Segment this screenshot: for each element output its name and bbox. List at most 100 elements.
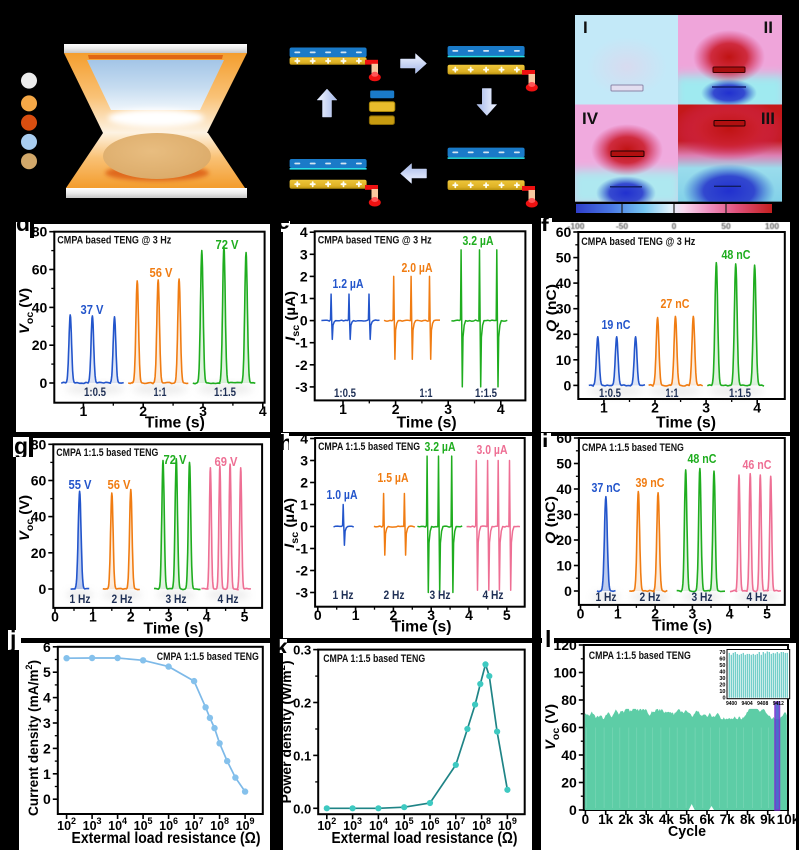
svg-text:1: 1 (339, 401, 347, 417)
svg-text:20: 20 (719, 683, 725, 689)
svg-text:1: 1 (80, 403, 88, 419)
svg-text:0: 0 (577, 605, 585, 621)
svg-text:2: 2 (127, 608, 135, 624)
svg-text:4 Hz: 4 Hz (747, 590, 768, 604)
svg-text:20: 20 (556, 532, 572, 548)
svg-text:50: 50 (721, 222, 731, 231)
svg-text:1 Hz: 1 Hz (70, 592, 91, 606)
svg-text:80: 80 (31, 438, 47, 452)
svg-text:37 nC: 37 nC (592, 480, 621, 495)
svg-text:-3: -3 (295, 379, 308, 395)
svg-text:6k: 6k (699, 812, 715, 827)
svg-text:3: 3 (444, 401, 452, 417)
svg-text:CMPA based TENG @ 3 Hz: CMPA based TENG @ 3 Hz (318, 235, 432, 247)
svg-text:Extermal load resistance (Ω): Extermal load resistance (Ω) (72, 830, 261, 847)
svg-text:0.2: 0.2 (293, 696, 311, 711)
svg-text:10: 10 (556, 352, 572, 368)
svg-text:5: 5 (43, 664, 51, 680)
svg-text:60: 60 (719, 656, 725, 662)
svg-text:II: II (764, 18, 773, 37)
svg-text:0: 0 (564, 583, 572, 599)
svg-text:1.5 µA: 1.5 µA (378, 470, 409, 485)
svg-text:3k: 3k (639, 812, 655, 827)
svg-text:4: 4 (43, 690, 51, 706)
svg-text:-100: -100 (567, 222, 584, 231)
svg-text:1: 1 (43, 766, 51, 782)
svg-text:1:1: 1:1 (154, 385, 167, 399)
svg-text:40: 40 (32, 299, 48, 315)
svg-text:4 Hz: 4 Hz (483, 588, 504, 602)
svg-text:2: 2 (139, 403, 147, 419)
svg-text:40: 40 (556, 275, 572, 291)
svg-text:-1: -1 (295, 335, 308, 351)
svg-text:Time (s): Time (s) (392, 619, 452, 636)
svg-text:30: 30 (719, 676, 725, 682)
svg-text:2 Hz: 2 Hz (384, 588, 405, 602)
svg-text:39 nC: 39 nC (636, 475, 665, 490)
svg-text:2: 2 (390, 607, 398, 623)
svg-text:Time (s): Time (s) (397, 415, 457, 432)
svg-text:2k: 2k (618, 812, 634, 827)
svg-text:40: 40 (719, 670, 725, 676)
svg-text:4: 4 (259, 403, 267, 419)
svg-text:80: 80 (32, 224, 48, 240)
svg-text:60: 60 (556, 224, 572, 240)
svg-text:48 nC: 48 nC (688, 451, 717, 466)
svg-text:3 Hz: 3 Hz (692, 590, 713, 604)
svg-text:5k: 5k (679, 812, 695, 827)
svg-text:50: 50 (556, 250, 572, 266)
svg-text:2: 2 (392, 401, 400, 417)
svg-text:20: 20 (32, 337, 48, 353)
svg-text:Q (nC): Q (nC) (542, 496, 558, 544)
svg-text:CMPA based TENG @ 3 Hz: CMPA based TENG @ 3 Hz (581, 236, 695, 248)
svg-text:4k: 4k (659, 812, 675, 827)
svg-text:37 V: 37 V (81, 302, 104, 317)
svg-text:10: 10 (556, 558, 572, 574)
svg-text:60: 60 (561, 720, 577, 736)
svg-text:Time (s): Time (s) (145, 415, 205, 432)
svg-text:72 V: 72 V (164, 452, 187, 467)
svg-text:40: 40 (31, 509, 47, 525)
svg-text:20: 20 (556, 326, 572, 342)
svg-text:1:0.5: 1:0.5 (334, 386, 356, 400)
svg-text:100: 100 (553, 665, 577, 681)
svg-text:2: 2 (300, 268, 308, 284)
svg-text:-2: -2 (295, 357, 308, 373)
svg-text:4: 4 (300, 224, 308, 240)
svg-text:0: 0 (39, 581, 47, 597)
svg-text:2: 2 (43, 740, 51, 756)
svg-text:80: 80 (561, 692, 577, 708)
svg-text:Power density (W/m2): Power density (W/m2) (283, 661, 294, 804)
svg-text:60: 60 (32, 262, 48, 278)
svg-text:4: 4 (203, 608, 211, 624)
svg-text:2: 2 (651, 605, 659, 621)
svg-text:4 Hz: 4 Hz (218, 592, 239, 606)
svg-text:1: 1 (300, 291, 308, 307)
svg-text:1:1: 1:1 (420, 386, 433, 400)
svg-text:4: 4 (726, 605, 734, 621)
svg-text:Time (s): Time (s) (652, 618, 712, 635)
svg-text:10: 10 (719, 689, 725, 695)
svg-text:27 nC: 27 nC (661, 296, 690, 311)
svg-text:30: 30 (556, 301, 572, 317)
svg-text:70: 70 (719, 650, 725, 656)
svg-text:I: I (583, 18, 588, 37)
svg-text:2.0 µA: 2.0 µA (402, 260, 433, 275)
svg-text:0: 0 (722, 696, 725, 702)
svg-text:60: 60 (31, 473, 47, 489)
svg-text:3 Hz: 3 Hz (166, 592, 187, 606)
svg-text:III: III (761, 109, 775, 128)
svg-text:-3: -3 (296, 585, 309, 601)
svg-text:0: 0 (564, 377, 572, 393)
svg-text:20: 20 (31, 545, 47, 561)
svg-text:0.0: 0.0 (293, 801, 311, 816)
svg-text:3: 3 (43, 715, 51, 731)
svg-text:Time (s): Time (s) (656, 415, 716, 432)
svg-text:4: 4 (497, 401, 505, 417)
svg-text:5: 5 (763, 605, 771, 621)
svg-text:9400: 9400 (726, 701, 737, 707)
svg-text:Time (s): Time (s) (144, 621, 204, 638)
svg-text:3: 3 (427, 607, 435, 623)
svg-text:5: 5 (503, 607, 511, 623)
svg-text:1: 1 (352, 607, 360, 623)
